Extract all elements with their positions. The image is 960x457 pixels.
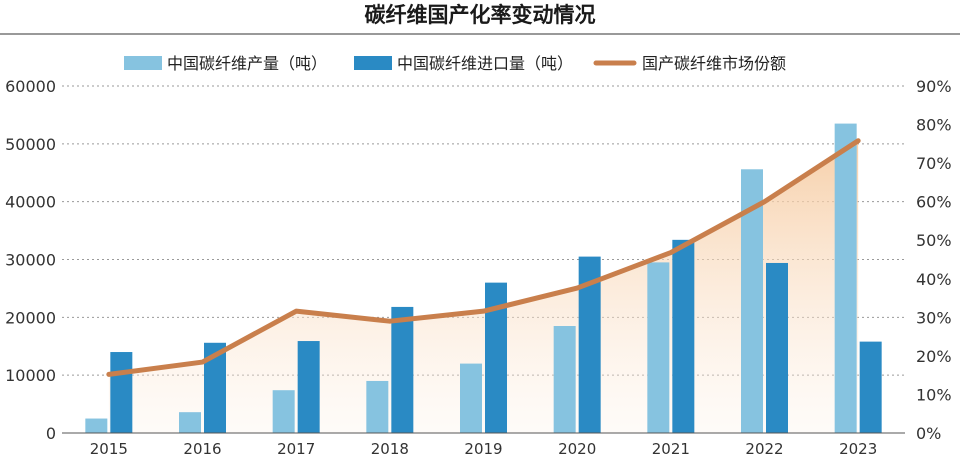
bar-production — [553, 326, 576, 433]
y-right-tick-label: 30% — [916, 308, 952, 327]
x-tick-label: 2019 — [464, 440, 502, 457]
y-left-tick-label: 60000 — [5, 77, 56, 96]
legend-swatch — [354, 56, 392, 70]
x-tick-label: 2022 — [745, 440, 783, 457]
y-left-tick-label: 50000 — [5, 135, 56, 154]
legend-label: 中国碳纤维产量（吨） — [167, 54, 327, 73]
bar-production — [647, 262, 670, 433]
y-left-tick-label: 0 — [46, 424, 56, 443]
y-right-tick-label: 90% — [916, 77, 952, 96]
share-area — [108, 140, 859, 433]
legend-label: 国产碳纤维市场份额 — [642, 54, 786, 73]
y-left-tick-label: 30000 — [5, 251, 56, 270]
bar-import — [391, 306, 414, 433]
y-right-tick-label: 50% — [916, 231, 952, 250]
x-tick-label: 2015 — [90, 440, 128, 457]
x-tick-label: 2018 — [371, 440, 409, 457]
y-left-tick-label: 20000 — [5, 308, 56, 327]
bar-import — [766, 262, 788, 433]
y-right-tick-label: 0% — [916, 424, 941, 443]
x-tick-label: 2021 — [652, 440, 690, 457]
legend-label: 中国碳纤维进口量（吨） — [397, 54, 573, 73]
x-tick-label: 2023 — [839, 440, 877, 457]
bar-production — [272, 390, 295, 433]
y-right-tick-label: 40% — [916, 270, 952, 289]
y-right-tick-label: 80% — [916, 116, 952, 135]
share-area-fill — [108, 140, 859, 433]
legend: 中国碳纤维产量（吨） 中国碳纤维进口量（吨） 国产碳纤维市场份额 — [124, 54, 786, 73]
bar-production — [460, 363, 482, 433]
x-tick-label: 2020 — [558, 440, 596, 457]
share-line-path — [106, 138, 861, 377]
legend-swatch — [124, 56, 162, 70]
bar-import — [297, 341, 320, 433]
bar-import — [485, 282, 507, 433]
x-tick-label: 2017 — [277, 440, 315, 457]
legend-production: 中国碳纤维产量（吨） — [124, 54, 327, 73]
bars — [85, 123, 882, 433]
bar-production — [366, 380, 389, 433]
bar-import — [204, 342, 226, 433]
bar-production — [179, 412, 201, 433]
bar-production — [834, 123, 857, 433]
bar-import — [110, 352, 133, 433]
y-right-tick-label: 60% — [916, 193, 952, 212]
bar-production — [85, 418, 108, 433]
bar-import — [859, 341, 882, 433]
y-right-tick-label: 10% — [916, 385, 952, 404]
bar-import — [672, 239, 695, 433]
axes: 0 10000 20000 30000 40000 50000 60000 0% 10% 20% 3… — [5, 77, 951, 457]
legend-share: 国产碳纤维市场份额 — [593, 54, 786, 73]
y-right-tick-label: 20% — [916, 347, 952, 366]
share-line — [106, 138, 861, 377]
y-left-tick-label: 40000 — [5, 193, 56, 212]
legend-import: 中国碳纤维进口量（吨） — [354, 54, 573, 73]
bar-import — [578, 256, 601, 433]
chart-title: 碳纤维国产化率变动情况 — [365, 3, 596, 27]
x-tick-label: 2016 — [183, 440, 221, 457]
y-right-tick-label: 70% — [916, 154, 952, 173]
bar-production — [741, 169, 763, 433]
y-left-tick-label: 10000 — [5, 366, 56, 385]
